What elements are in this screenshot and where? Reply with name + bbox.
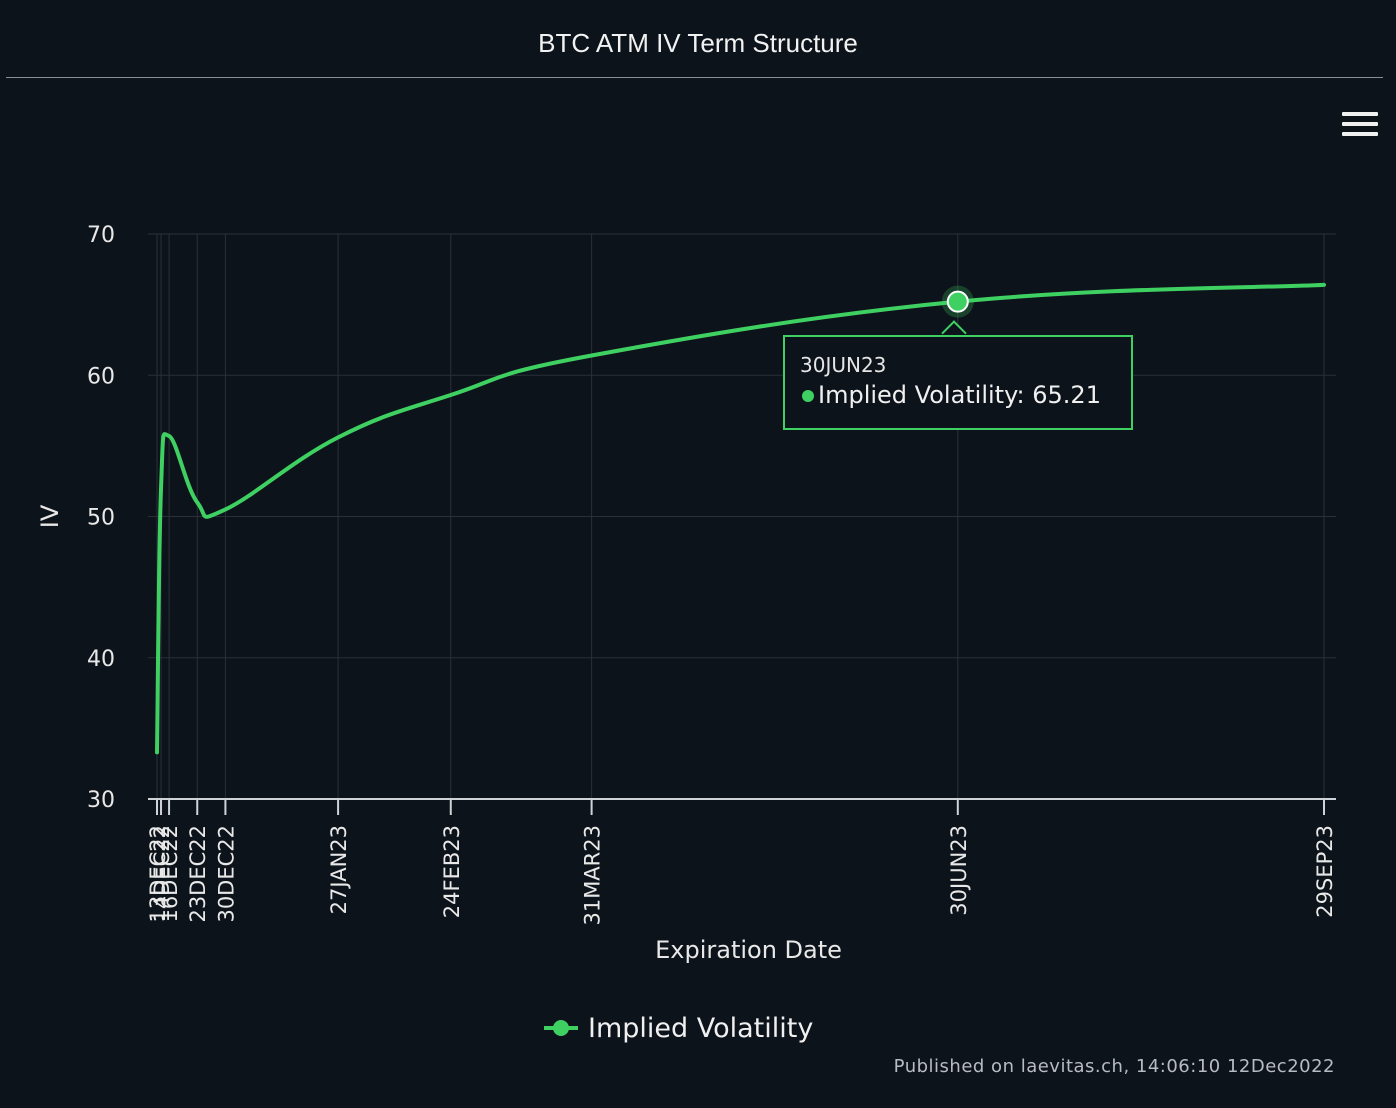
tooltip-value: Implied Volatility: 65.21 bbox=[818, 381, 1101, 409]
y-tick-label: 40 bbox=[87, 647, 115, 672]
x-tick-label: 24FEB23 bbox=[440, 825, 464, 918]
x-tick-label: 31MAR23 bbox=[581, 825, 605, 926]
x-tick-label: 30DEC22 bbox=[214, 825, 238, 923]
tooltip-date: 30JUN23 bbox=[800, 353, 887, 377]
hamburger-menu-icon[interactable] bbox=[1340, 110, 1380, 140]
y-gridlines bbox=[148, 233, 1336, 659]
y-axis-title: IV bbox=[36, 504, 64, 528]
legend-line-marker-icon bbox=[544, 1011, 578, 1045]
hover-point[interactable] bbox=[946, 290, 969, 313]
x-tick-label: 27JAN23 bbox=[327, 825, 351, 914]
x-tick-label: 16DEC22 bbox=[158, 825, 182, 923]
series-implied-volatility bbox=[155, 282, 1326, 755]
x-tick-label: 30JUN23 bbox=[947, 825, 971, 916]
series-line-implied-volatility[interactable] bbox=[155, 282, 1326, 755]
x-axis bbox=[148, 798, 1336, 815]
tooltip-series-dot-icon bbox=[802, 390, 814, 402]
x-axis-title: Expiration Date bbox=[655, 936, 842, 964]
x-tick-label: 23DEC22 bbox=[186, 825, 210, 923]
x-tick-label: 29SEP23 bbox=[1313, 825, 1337, 918]
legend-label: Implied Volatility bbox=[588, 1012, 814, 1044]
tooltip-value-row: Implied Volatility: 65.21 bbox=[802, 381, 1101, 409]
hover-marker bbox=[941, 285, 974, 318]
x-tick-label: 14DEC22 bbox=[150, 825, 174, 923]
x-tick-label: 13DEC22 bbox=[146, 825, 170, 923]
tooltip: 30JUN23 Implied Volatility: 65.21 bbox=[783, 335, 1133, 430]
y-tick-labels: 30 40 50 60 70 bbox=[87, 223, 115, 813]
chart-title: BTC ATM IV Term Structure bbox=[538, 28, 858, 58]
legend-item-implied-volatility[interactable]: Implied Volatility bbox=[544, 1011, 813, 1045]
credits: Published on laevitas.ch, 14:06:10 12Dec… bbox=[893, 1056, 1335, 1077]
y-tick-label: 70 bbox=[87, 223, 115, 248]
y-tick-label: 60 bbox=[87, 364, 115, 389]
y-tick-label: 50 bbox=[87, 506, 115, 531]
y-tick-label: 30 bbox=[87, 788, 115, 813]
title-divider bbox=[6, 77, 1383, 78]
